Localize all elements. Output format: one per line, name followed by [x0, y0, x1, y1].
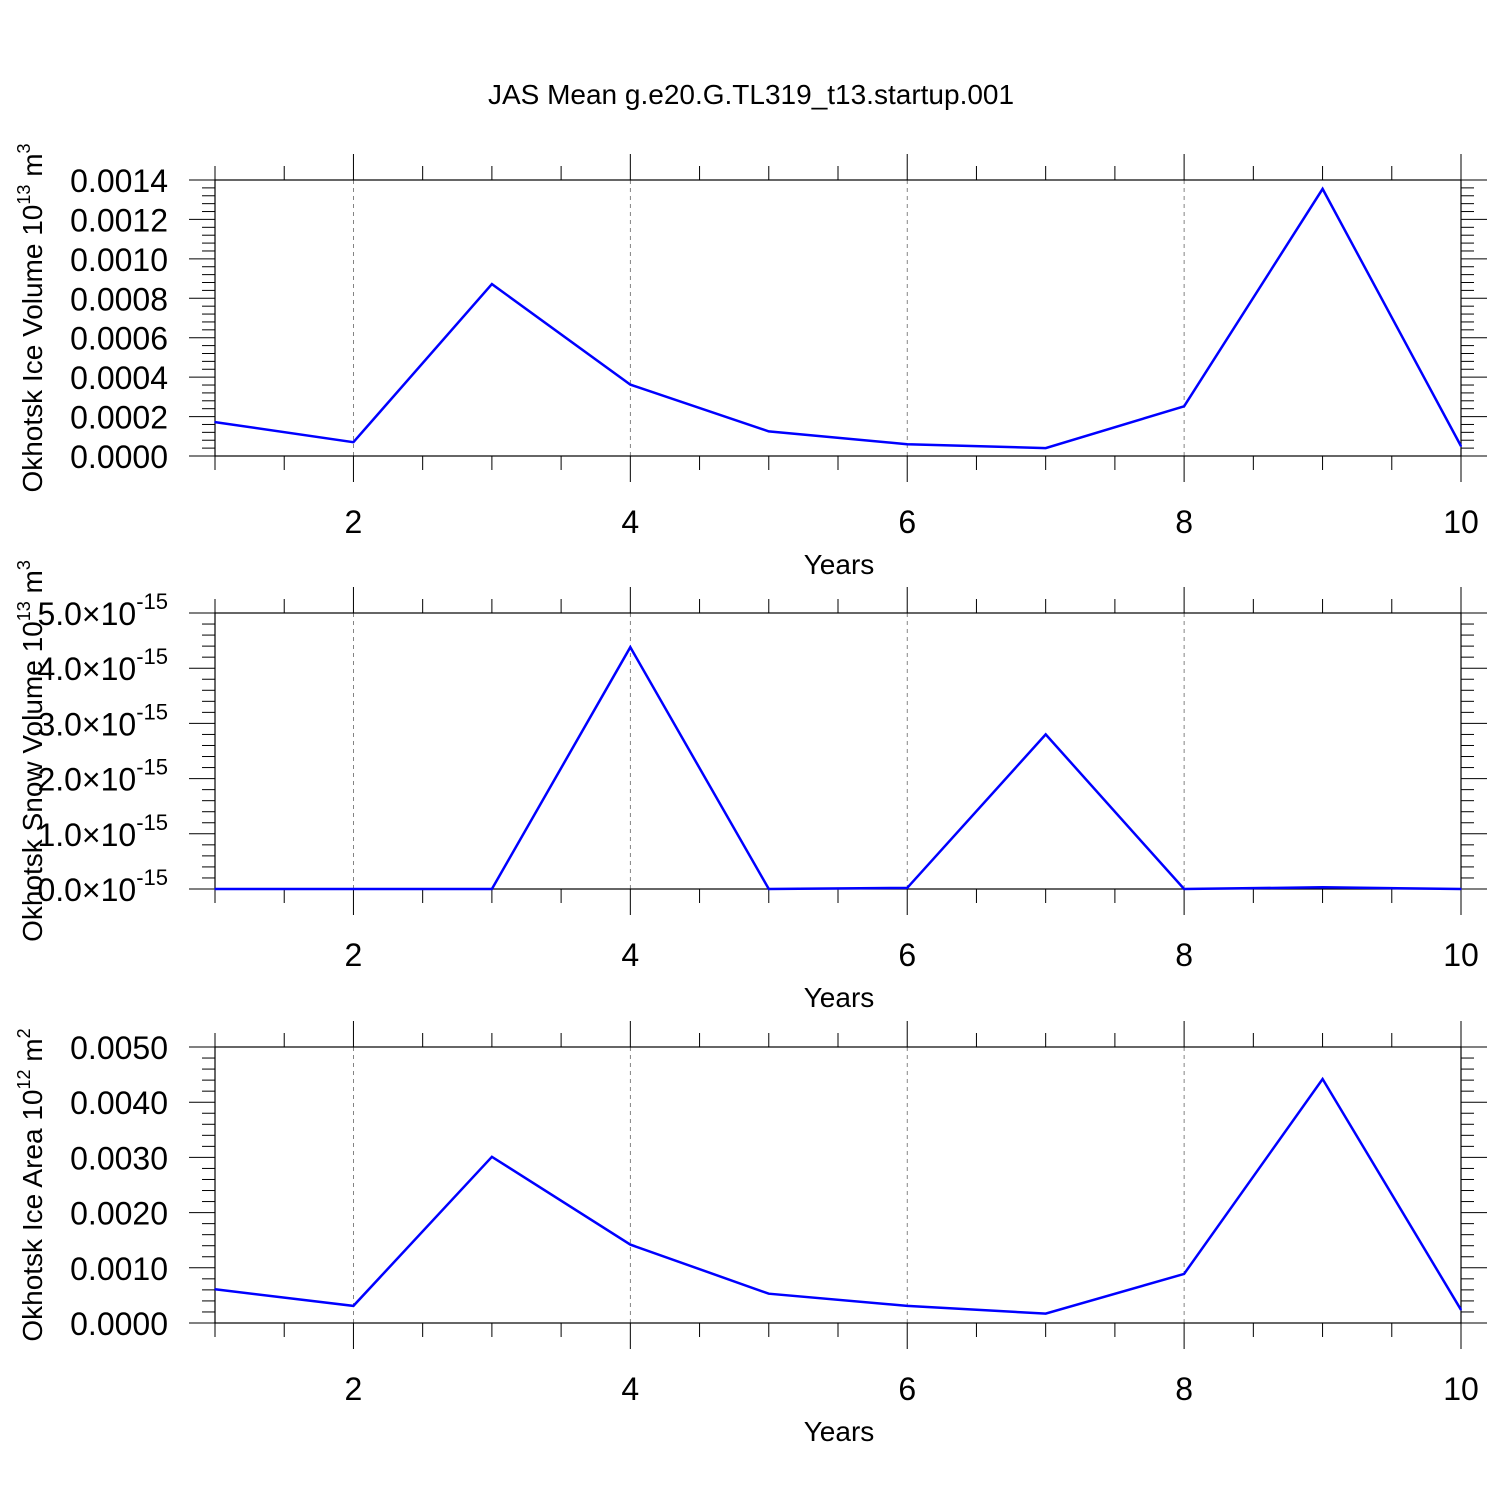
figure-title: JAS Mean g.e20.G.TL319_t13.startup.001 — [488, 79, 1014, 110]
data-point — [491, 1156, 493, 1158]
data-point — [767, 888, 770, 890]
data-point — [352, 441, 355, 444]
data-point — [352, 888, 355, 890]
x-tick-label: 8 — [1175, 937, 1193, 973]
x-tick-label: 6 — [898, 1371, 916, 1407]
y-tick-label: 0.0×10-15 — [37, 865, 168, 908]
x-tick-label: 10 — [1443, 1371, 1479, 1407]
data-point — [1321, 1078, 1324, 1080]
x-tick-label: 8 — [1175, 1371, 1193, 1407]
data-point — [1183, 405, 1185, 408]
y-tick-label: 0.0002 — [70, 400, 168, 436]
data-point — [1044, 1312, 1047, 1315]
x-tick-label: 4 — [621, 504, 639, 540]
y-tick-label: 0.0010 — [70, 242, 168, 278]
x-axis-title: Years — [804, 1416, 875, 1447]
data-point — [1321, 188, 1324, 190]
y-tick-label: 0.0030 — [70, 1140, 168, 1176]
x-tick-label: 4 — [621, 937, 639, 973]
y-tick-label: 0.0000 — [70, 1306, 168, 1342]
data-point — [214, 421, 216, 423]
data-point — [629, 646, 632, 649]
y-tick-label: 0.0050 — [70, 1030, 168, 1066]
y-tick-label: 0.0040 — [70, 1085, 168, 1121]
x-tick-label: 2 — [345, 504, 363, 540]
y-tick-label: 4.0×10-15 — [37, 644, 168, 687]
data-point — [906, 1305, 909, 1307]
data-point — [214, 1288, 216, 1291]
x-tick-label: 8 — [1175, 504, 1193, 540]
y-tick-label: 1.0×10-15 — [37, 810, 168, 853]
y-tick-label: 0.0012 — [70, 202, 168, 238]
data-point — [352, 1305, 355, 1307]
x-axis-title: Years — [804, 549, 875, 580]
data-point — [906, 887, 909, 889]
data-point — [1183, 1273, 1185, 1275]
data-point — [629, 1243, 632, 1246]
y-tick-label: 0.0004 — [70, 360, 168, 396]
data-point — [1321, 886, 1324, 889]
y-tick-label: 0.0020 — [70, 1196, 168, 1232]
data-point — [629, 383, 632, 386]
data-point — [491, 283, 493, 285]
data-point — [214, 888, 216, 890]
data-point — [491, 888, 493, 890]
y-tick-label: 0.0008 — [70, 281, 168, 317]
data-point — [1044, 447, 1047, 449]
series-line — [215, 644, 1462, 891]
data-point — [767, 430, 770, 433]
plot-frame — [214, 1046, 1462, 1324]
y-tick-label: 0.0000 — [70, 439, 168, 475]
plot-frame — [214, 612, 1462, 890]
y-tick-label: 0.0010 — [70, 1251, 168, 1287]
data-point — [1183, 888, 1185, 890]
x-tick-label: 2 — [345, 1371, 363, 1407]
data-point — [906, 443, 909, 445]
series-line — [214, 186, 1463, 450]
data-point — [767, 1292, 770, 1295]
y-tick-label: 2.0×10-15 — [37, 755, 168, 798]
x-axis-title: Years — [804, 982, 875, 1013]
x-tick-label: 6 — [898, 504, 916, 540]
chart-panel-1: 2 4 6 8 100.00000.00020.00040.00060.00080.00… — [14, 143, 1487, 580]
data-point — [1044, 733, 1047, 736]
y-axis-title: Okhotsk Ice Area 1012 m2 — [14, 1028, 48, 1341]
x-tick-label: 6 — [898, 937, 916, 973]
plot-frame — [214, 179, 1462, 457]
y-tick-label: 0.0014 — [70, 163, 168, 199]
y-tick-label: 0.0006 — [70, 321, 168, 357]
chart-panel-2: 2 4 6 8 10 0.0×10-15 1.0×10-15 2.0×10-15 3.0×10-… — [14, 560, 1487, 1013]
y-tick-label: 3.0×10-15 — [37, 699, 168, 742]
y-axis-title: Okhotsk Snow Volume 1013 m3 — [14, 560, 48, 942]
x-tick-label: 2 — [345, 937, 363, 973]
data-point — [1460, 1308, 1462, 1311]
data-point — [1460, 445, 1462, 447]
x-tick-label: 10 — [1443, 504, 1479, 540]
data-point — [1460, 888, 1462, 890]
chart-panel-3: 2 4 6 8 10 0.0000 0.0010 0.0020 0.0030 0.0040 0.00… — [14, 1021, 1487, 1447]
series-line — [214, 1076, 1463, 1315]
y-tick-label: 5.0×10-15 — [37, 589, 168, 632]
x-tick-label: 10 — [1443, 937, 1479, 973]
y-axis-title: Okhotsk Ice Volume 1013 m3 — [14, 143, 48, 492]
x-tick-label: 4 — [621, 1371, 639, 1407]
